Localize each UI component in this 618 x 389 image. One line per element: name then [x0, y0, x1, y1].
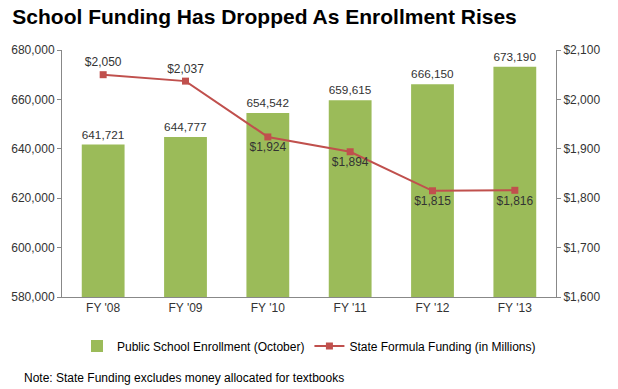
svg-text:$1,600: $1,600: [563, 290, 600, 304]
svg-text:680,000: 680,000: [11, 43, 55, 57]
svg-text:$1,924: $1,924: [249, 140, 286, 154]
svg-text:$2,100: $2,100: [563, 43, 600, 57]
svg-text:$1,900: $1,900: [563, 142, 600, 156]
svg-text:Public School Enrollment (Octo: Public School Enrollment (October): [117, 340, 304, 354]
svg-text:673,190: 673,190: [493, 50, 536, 63]
svg-text:654,542: 654,542: [246, 96, 288, 109]
svg-text:$1,894: $1,894: [332, 155, 369, 169]
svg-text:660,000: 660,000: [11, 93, 55, 107]
svg-text:FY '12: FY '12: [415, 301, 449, 315]
svg-text:$1,800: $1,800: [563, 191, 600, 205]
svg-text:Note: State Funding excludes m: Note: State Funding excludes money alloc…: [24, 371, 344, 385]
svg-text:$1,700: $1,700: [563, 241, 600, 255]
svg-text:580,000: 580,000: [11, 290, 55, 304]
svg-text:644,777: 644,777: [164, 120, 206, 133]
svg-text:$2,050: $2,050: [85, 55, 122, 69]
svg-text:620,000: 620,000: [11, 191, 55, 205]
svg-text:FY '09: FY '09: [168, 301, 202, 315]
svg-text:FY '10: FY '10: [251, 301, 285, 315]
svg-text:$1,815: $1,815: [414, 194, 451, 208]
svg-text:FY '11: FY '11: [334, 301, 368, 315]
svg-text:640,000: 640,000: [11, 142, 55, 156]
svg-text:FY '08: FY '08: [86, 301, 120, 315]
svg-text:$2,037: $2,037: [167, 62, 204, 76]
svg-text:666,150: 666,150: [411, 67, 454, 80]
svg-text:$1,816: $1,816: [496, 194, 533, 208]
svg-text:600,000: 600,000: [11, 241, 55, 255]
svg-text:641,721: 641,721: [82, 128, 124, 141]
svg-text:School Funding Has Dropped As: School Funding Has Dropped As Enrollment…: [12, 5, 516, 28]
svg-text:State Formula Funding (in Mill: State Formula Funding (in Millions): [349, 340, 535, 354]
svg-text:659,615: 659,615: [329, 83, 372, 96]
svg-text:$2,000: $2,000: [563, 93, 600, 107]
svg-text:FY '13: FY '13: [498, 301, 532, 315]
